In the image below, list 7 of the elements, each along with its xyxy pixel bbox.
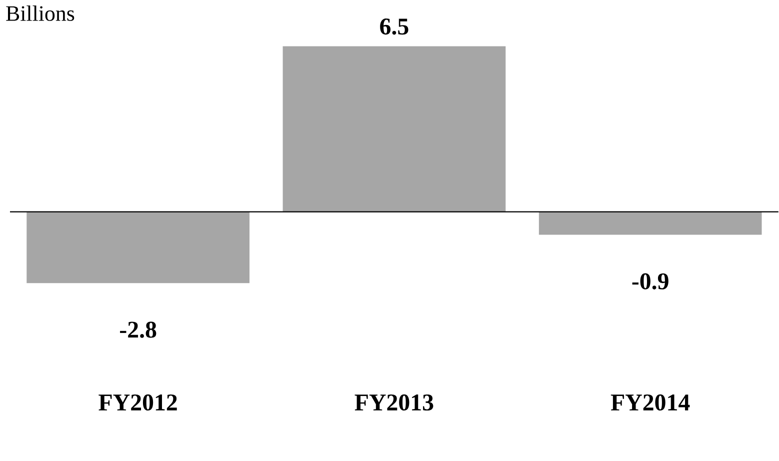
x-tick-label: FY2013: [354, 394, 434, 411]
y-axis-title: Billions: [6, 6, 74, 22]
data-label: -0.9: [632, 273, 668, 290]
data-label: -2.8: [120, 322, 156, 338]
data-label: 6.5: [380, 18, 408, 35]
x-tick-label: FY2012: [98, 394, 177, 411]
x-tick-label: FY2014: [610, 394, 690, 411]
